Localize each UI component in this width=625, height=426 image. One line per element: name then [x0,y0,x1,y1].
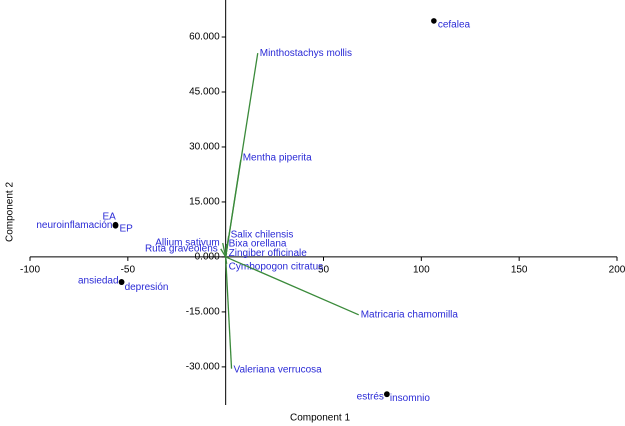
score-label: estrés [357,392,384,403]
y-tick-label: 15.000 [189,197,220,208]
loading-label: Salix chilensis [231,230,294,241]
loading-vector [225,256,233,369]
score-label: EA [103,211,117,222]
x-tick-label: -50 [121,265,136,276]
loading-label: Minthostachys mollis [260,48,352,59]
loading-label: Ruta graveolens [145,244,218,255]
score-label: ansiedad [78,275,119,286]
score-point [384,391,390,398]
y-tick-label: -30.000 [186,362,220,373]
y-tick-label: 60.000 [189,32,220,43]
y-tick-label: 30.000 [189,142,220,153]
loading-label: Zingiber officinale [229,248,308,259]
y-axis-title: Component 2 [5,182,16,242]
score-point [118,279,125,286]
x-tick-label: 100 [413,265,430,276]
score-label: insomnio [390,393,430,404]
x-tick-label: -100 [20,265,40,276]
loading-vector [225,256,359,316]
loading-label: Matricaria chamomilla [361,309,459,320]
x-tick-label: 150 [511,265,528,276]
loading-label: Mentha piperita [243,152,312,163]
loading-label: Allium sativum [155,238,219,249]
score-label: depresión [125,282,169,293]
score-label: neuroinflamación [36,220,112,231]
loading-vector [220,248,227,258]
score-label: EP [120,223,134,234]
loading-label: Bixa orellana [229,239,287,250]
x-tick-label: 200 [609,265,625,276]
x-axis-title: Component 1 [290,413,350,424]
loading-vector [222,242,227,258]
y-tick-label: -15.000 [186,307,220,318]
loading-label: Cymbopogon citratus [229,262,324,273]
y-tick-label: 45.000 [189,87,220,98]
score-label: cefalea [438,20,471,31]
loading-label: Valeriana verrucosa [234,364,323,375]
y-tick-label: 0.000 [195,252,220,263]
score-point [431,18,437,24]
score-point [112,222,119,229]
x-tick-label: 50 [318,265,330,276]
